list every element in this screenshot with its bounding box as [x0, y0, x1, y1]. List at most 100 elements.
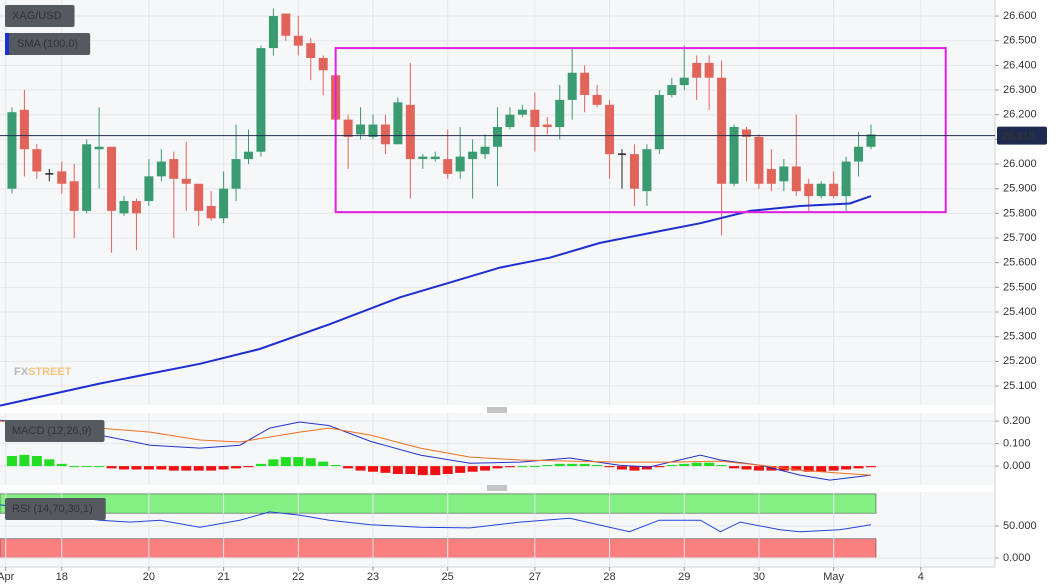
y-tick-label: 50.000 [1003, 520, 1037, 532]
candle-body [19, 109, 29, 150]
y-tick-label: 0.000 [1003, 460, 1031, 472]
candle-body [169, 159, 179, 179]
histogram-bar [616, 466, 627, 470]
candle-body [804, 183, 814, 197]
x-tick-label: 23 [367, 571, 379, 583]
candle-body [654, 94, 664, 150]
candle-body [555, 99, 565, 128]
candle-body [517, 109, 527, 115]
histogram-bar [330, 464, 341, 467]
candle-body [219, 188, 229, 219]
histogram-bar [604, 466, 615, 468]
candle-body [480, 146, 490, 155]
splitter[interactable] [486, 407, 508, 413]
candle-body [318, 57, 328, 71]
y-tick-label: 0.000 [1003, 552, 1031, 564]
candle-body [717, 77, 727, 184]
y-tick-label: 26.600 [1003, 10, 1037, 22]
rsi-line [0, 504, 872, 533]
candle-body [393, 102, 403, 145]
candle-body [605, 104, 615, 155]
histogram-bar [255, 463, 266, 467]
x-tick-label: 22 [292, 571, 304, 583]
indicator-title: RSI (14,70,30,1) [12, 503, 93, 515]
histogram-bar [231, 466, 242, 469]
histogram-bar [716, 464, 727, 467]
histogram-bar [567, 463, 578, 467]
y-tick-label: 25.700 [1003, 232, 1037, 244]
candle-body [629, 154, 639, 189]
histogram-bar [791, 466, 802, 471]
indicator-title-box [5, 5, 75, 27]
watermark: FXSTREET [14, 366, 72, 378]
histogram-bar [368, 466, 379, 472]
y-tick-label: 25.100 [1003, 380, 1037, 392]
histogram-bar [106, 466, 117, 469]
y-tick-label: 25.200 [1003, 355, 1037, 367]
candle-body [505, 114, 515, 128]
indicator-title: SMA (100,0) [17, 38, 78, 50]
indicator-title-box [5, 498, 106, 520]
candle-body [741, 129, 751, 137]
candle-body [131, 201, 141, 214]
candle-body [94, 146, 104, 150]
x-tick-label: 20 [143, 571, 155, 583]
histogram-bar [280, 457, 291, 467]
last-price-label: 26.115 [1002, 131, 1035, 143]
histogram-bar [143, 466, 154, 470]
y-tick-label: 25.900 [1003, 183, 1037, 195]
rsi-band [0, 493, 877, 514]
candle-body [679, 77, 689, 86]
candle-body [405, 104, 415, 160]
candle-body [306, 43, 316, 58]
histogram-bar [417, 466, 428, 476]
histogram-bar [679, 463, 690, 467]
y-tick-label: 25.400 [1003, 306, 1037, 318]
histogram-bar [666, 464, 677, 467]
histogram-bar [741, 466, 752, 470]
candle-body [343, 119, 353, 137]
histogram-bar [430, 466, 441, 476]
histogram-bar [442, 466, 453, 474]
y-tick-label: 0.200 [1003, 415, 1031, 427]
splitter[interactable] [486, 485, 508, 491]
macd-panel [0, 413, 995, 485]
y-tick-label: 26.500 [1003, 35, 1037, 47]
indicator-title-box [5, 33, 91, 55]
histogram-bar [529, 466, 540, 468]
watermark-part: FX [14, 366, 29, 378]
candle-body [455, 156, 465, 172]
histogram-bar [206, 466, 217, 471]
histogram-bar [704, 462, 715, 467]
candle-body [368, 124, 378, 137]
legend-swatch [5, 33, 9, 55]
range-box [334, 47, 947, 214]
histogram-bar [641, 466, 652, 470]
histogram-bar [629, 466, 640, 471]
histogram-bar [816, 466, 827, 472]
histogram-bar [392, 466, 403, 474]
histogram-bar [865, 466, 876, 468]
x-tick-label: Apr [0, 571, 15, 583]
candle-body [704, 62, 714, 78]
last-price-box [997, 126, 1047, 145]
watermark-part: STREET [28, 366, 72, 378]
candle-body [244, 151, 254, 160]
histogram-bar [654, 466, 665, 468]
y-tick-label: 25.600 [1003, 257, 1037, 269]
histogram-bar [181, 466, 192, 471]
candle-body [841, 161, 851, 197]
candle-body [119, 201, 129, 214]
y-tick-label: 26.400 [1003, 59, 1037, 71]
y-tick-label: 26.000 [1003, 158, 1037, 170]
histogram-bar [492, 466, 503, 469]
histogram-bar [828, 466, 839, 471]
x-tick-label: 28 [603, 571, 615, 583]
histogram-bar [729, 466, 740, 469]
candle-body [791, 166, 801, 192]
histogram-bar [56, 463, 67, 467]
histogram-bar [168, 466, 179, 471]
candle-body [418, 156, 428, 160]
candle-body [642, 149, 652, 192]
candle-body [430, 156, 440, 160]
